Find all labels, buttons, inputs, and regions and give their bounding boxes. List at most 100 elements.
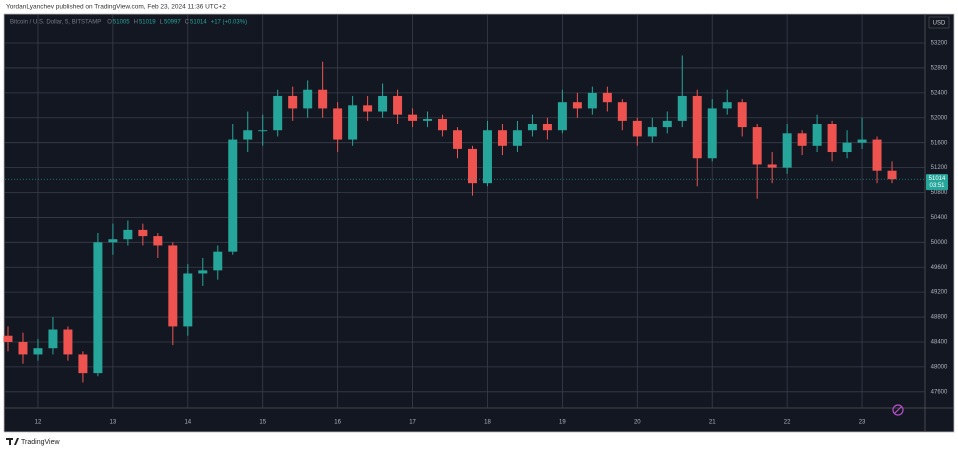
candle-body [872, 139, 882, 171]
price-tag-value: 51014 [929, 176, 946, 182]
candle-body [752, 127, 762, 165]
y-tick-label: 51200 [931, 165, 948, 171]
x-tick-label: 15 [259, 420, 266, 426]
candle-body [363, 105, 373, 112]
y-tick-label: 52400 [931, 90, 948, 96]
brand-logo [6, 438, 19, 445]
candle-body [303, 89, 313, 109]
y-tick-label: 49200 [931, 290, 948, 296]
logo-icon-mark [894, 406, 902, 414]
legend-ohlc-value: 50997 [164, 20, 181, 26]
legend-ohlc-label: O [107, 20, 112, 26]
legend: Bitcoin / U.S. Dollar, 5, BITSTAMP O 51005… [10, 20, 247, 26]
x-tick-label: 19 [559, 420, 566, 426]
candle-body [453, 130, 463, 149]
candle-body [812, 123, 822, 146]
brand: TradingView [21, 439, 60, 446]
y-tick-label: 50800 [931, 190, 948, 196]
y-tick-label: 48800 [931, 315, 948, 321]
candle-body [348, 105, 358, 140]
candle-body [378, 95, 388, 112]
x-tick-label: 23 [859, 420, 866, 426]
x-tick-label: 17 [409, 420, 416, 426]
candle-body [707, 108, 717, 159]
candle-body [33, 348, 43, 355]
x-tick-label: 12 [35, 420, 42, 426]
candle-body [258, 130, 268, 132]
candle-body [497, 130, 507, 146]
y-tick-label: 52800 [931, 66, 948, 72]
candle-body [228, 139, 238, 252]
candle-body [333, 108, 343, 140]
candle-body [572, 102, 582, 109]
y-tick-label: 48000 [931, 364, 948, 370]
candle-body [168, 245, 178, 327]
x-tick-label: 16 [334, 420, 341, 426]
y-tick-label: 51600 [931, 140, 948, 146]
candle-body [438, 119, 448, 131]
x-tick-label: 13 [110, 420, 117, 426]
y-tick-label: 49600 [931, 265, 948, 271]
x-tick-label: 18 [484, 420, 491, 426]
candle-body [737, 102, 747, 128]
candle-body [63, 329, 73, 355]
candle-body [632, 120, 642, 137]
x-tick-label: 20 [634, 420, 641, 426]
y-tick-label: 52000 [931, 115, 948, 121]
y-tick-label: 47600 [931, 389, 948, 395]
candle-body [3, 335, 13, 342]
candle-body [18, 341, 28, 355]
candle-body [393, 95, 403, 115]
candle-body [722, 102, 732, 109]
legend-ohlc-value: 51014 [190, 20, 207, 26]
legend-ohlc-label: L [160, 20, 164, 26]
candle-body [288, 95, 298, 109]
candle-body [273, 95, 283, 131]
candle-body [93, 242, 103, 374]
candle-body [482, 130, 492, 184]
legend-ohlc-label: H [134, 20, 138, 26]
candle-body [123, 229, 133, 240]
candle-body [557, 102, 567, 131]
logo-icon[interactable] [892, 404, 904, 416]
price-tag [926, 174, 948, 191]
candle-body [677, 95, 687, 121]
x-tick-label: 22 [784, 420, 791, 426]
candle-body [243, 130, 253, 140]
candle-body [423, 119, 433, 121]
y-tick-label: 53200 [931, 41, 948, 47]
candle-body [617, 102, 627, 121]
candle-body [527, 123, 537, 131]
candle-body [408, 114, 418, 121]
candle-body [842, 142, 852, 153]
candle-body [108, 239, 118, 243]
candle-body [318, 89, 328, 109]
candle-body [602, 92, 612, 103]
candle-body [887, 170, 897, 180]
price-tag-countdown: 03:51 [929, 183, 945, 189]
candle-body [857, 139, 867, 143]
legend-ohlc-value: 51019 [139, 20, 156, 26]
candle-body [213, 251, 223, 271]
candle-body [78, 354, 88, 374]
legend-change: +17 (+0.03%) [211, 20, 247, 26]
candle-body [827, 123, 837, 153]
candle-body [512, 130, 522, 146]
legend-ohlc-label: C [185, 20, 190, 26]
legend-symbol: Bitcoin / U.S. Dollar, 5, BITSTAMP [10, 20, 101, 26]
y-tick-label: 50000 [931, 240, 948, 246]
candle-body [647, 127, 657, 137]
candle-body [138, 229, 148, 237]
candle-body [767, 164, 777, 168]
currency-box[interactable] [928, 16, 950, 29]
x-tick-label: 21 [709, 420, 716, 426]
attribution: YordanLyanchev published on TradingView.… [6, 4, 226, 11]
candle-body [198, 270, 208, 274]
candle-body [153, 236, 163, 246]
candle-body [662, 120, 672, 128]
chart-frame [3, 13, 955, 433]
candle-body [782, 133, 792, 168]
y-tick-label: 48400 [931, 340, 948, 346]
